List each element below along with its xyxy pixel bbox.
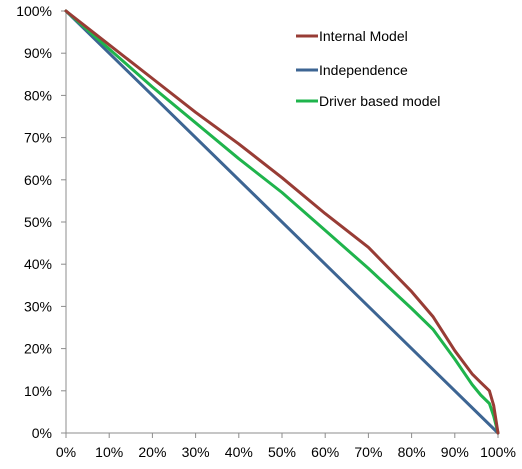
x-tick-label: 30%: [182, 444, 210, 460]
series-lines: [64, 9, 500, 435]
x-tick-label: 90%: [441, 444, 469, 460]
legend-label: Independence: [319, 62, 408, 78]
legend: Internal Model Independence Driver based m…: [296, 28, 440, 109]
tick-marks: [61, 10, 499, 438]
y-tick-label: 80%: [24, 87, 52, 103]
y-tick-label: 0%: [32, 425, 52, 441]
x-tick-label: 100%: [480, 444, 516, 460]
x-tick-label: 50%: [268, 444, 296, 460]
x-tick-label: 10%: [95, 444, 123, 460]
y-tick-label: 40%: [24, 256, 52, 272]
y-tick-label: 10%: [24, 383, 52, 399]
x-tick-label: 60%: [311, 444, 339, 460]
series-line-internal-model: [64, 9, 500, 435]
x-tick-label: 0%: [56, 444, 76, 460]
y-tick-label: 50%: [24, 214, 52, 230]
y-tick-label: 60%: [24, 172, 52, 188]
y-tick-labels: 0% 10% 20% 30% 40% 50% 60% 70% 80% 90% 100%: [16, 3, 52, 441]
y-tick-label: 100%: [16, 3, 52, 19]
legend-label: Internal Model: [319, 28, 408, 44]
series-line-driver-based-model: [64, 9, 500, 435]
y-tick-label: 30%: [24, 298, 52, 314]
legend-label: Driver based model: [319, 93, 440, 109]
x-tick-label: 20%: [138, 444, 166, 460]
y-tick-label: 70%: [24, 130, 52, 146]
x-tick-label: 40%: [225, 444, 253, 460]
x-tick-label: 80%: [398, 444, 426, 460]
series-line-independence: [64, 9, 500, 435]
x-tick-labels: 0% 10% 20% 30% 40% 50% 60% 70% 80% 90% 100%: [56, 444, 516, 460]
y-tick-label: 20%: [24, 341, 52, 357]
x-tick-label: 70%: [354, 444, 382, 460]
y-tick-label: 90%: [24, 45, 52, 61]
